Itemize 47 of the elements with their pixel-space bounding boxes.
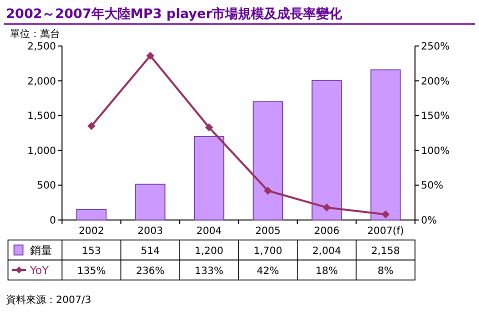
data-label: 8% (378, 266, 394, 277)
x-tick-label: 2006 (314, 226, 340, 237)
y2-tick-label: 250% (421, 42, 450, 52)
data-label: 2,004 (312, 246, 342, 257)
bar (370, 69, 401, 220)
point (322, 203, 331, 212)
bar (312, 80, 342, 220)
bar (252, 101, 284, 220)
data-label: 514 (140, 246, 160, 257)
data-label: 1,700 (254, 246, 282, 257)
y2-tick-label: 200% (421, 76, 450, 88)
x-tick-label: 2005 (255, 226, 281, 237)
data-label: 1,200 (194, 246, 224, 257)
point (264, 186, 272, 195)
y-axis-title: 單位：萬台 (10, 28, 60, 40)
y-tick-label: 1,500 (27, 111, 56, 122)
source-note: 資料來源：2007/3 (6, 294, 92, 306)
data-label: 18% (316, 266, 338, 277)
x-tick-label: 2004 (196, 226, 222, 237)
point (87, 122, 96, 130)
y2-tick-label: 50% (421, 180, 444, 192)
point (146, 52, 154, 60)
legend-label: YoY (29, 264, 49, 277)
y-tick-label: 2,500 (27, 42, 56, 52)
data-label: 153 (82, 246, 101, 257)
y2-tick-label: 150% (421, 111, 450, 122)
y2-tick-label: 100% (421, 146, 450, 157)
x-tick-label: 2003 (138, 226, 163, 237)
point (382, 210, 390, 218)
bar (194, 136, 224, 220)
y-tick-label: 0 (50, 216, 56, 226)
y-tick-label: 1,000 (27, 146, 56, 157)
data-label: 42% (256, 266, 280, 277)
legend-label: 銷量 (30, 244, 52, 257)
y-tick-label: 500 (36, 180, 56, 192)
y2-tick-label: 0% (421, 216, 437, 226)
chart-title: 2002～2007年大陸MP3 player市場規模及成長率變化 (6, 6, 344, 22)
data-label: 135% (77, 266, 106, 277)
x-tick-label: 2007(f) (367, 226, 404, 237)
bar (135, 184, 166, 220)
bar (76, 208, 107, 220)
x-tick-label: 2002 (78, 226, 104, 237)
y-tick-label: 2,000 (27, 76, 56, 88)
data-label: 236% (136, 266, 165, 277)
data-label: 2,158 (371, 246, 400, 257)
point (205, 123, 214, 132)
data-label: 133% (194, 266, 224, 277)
